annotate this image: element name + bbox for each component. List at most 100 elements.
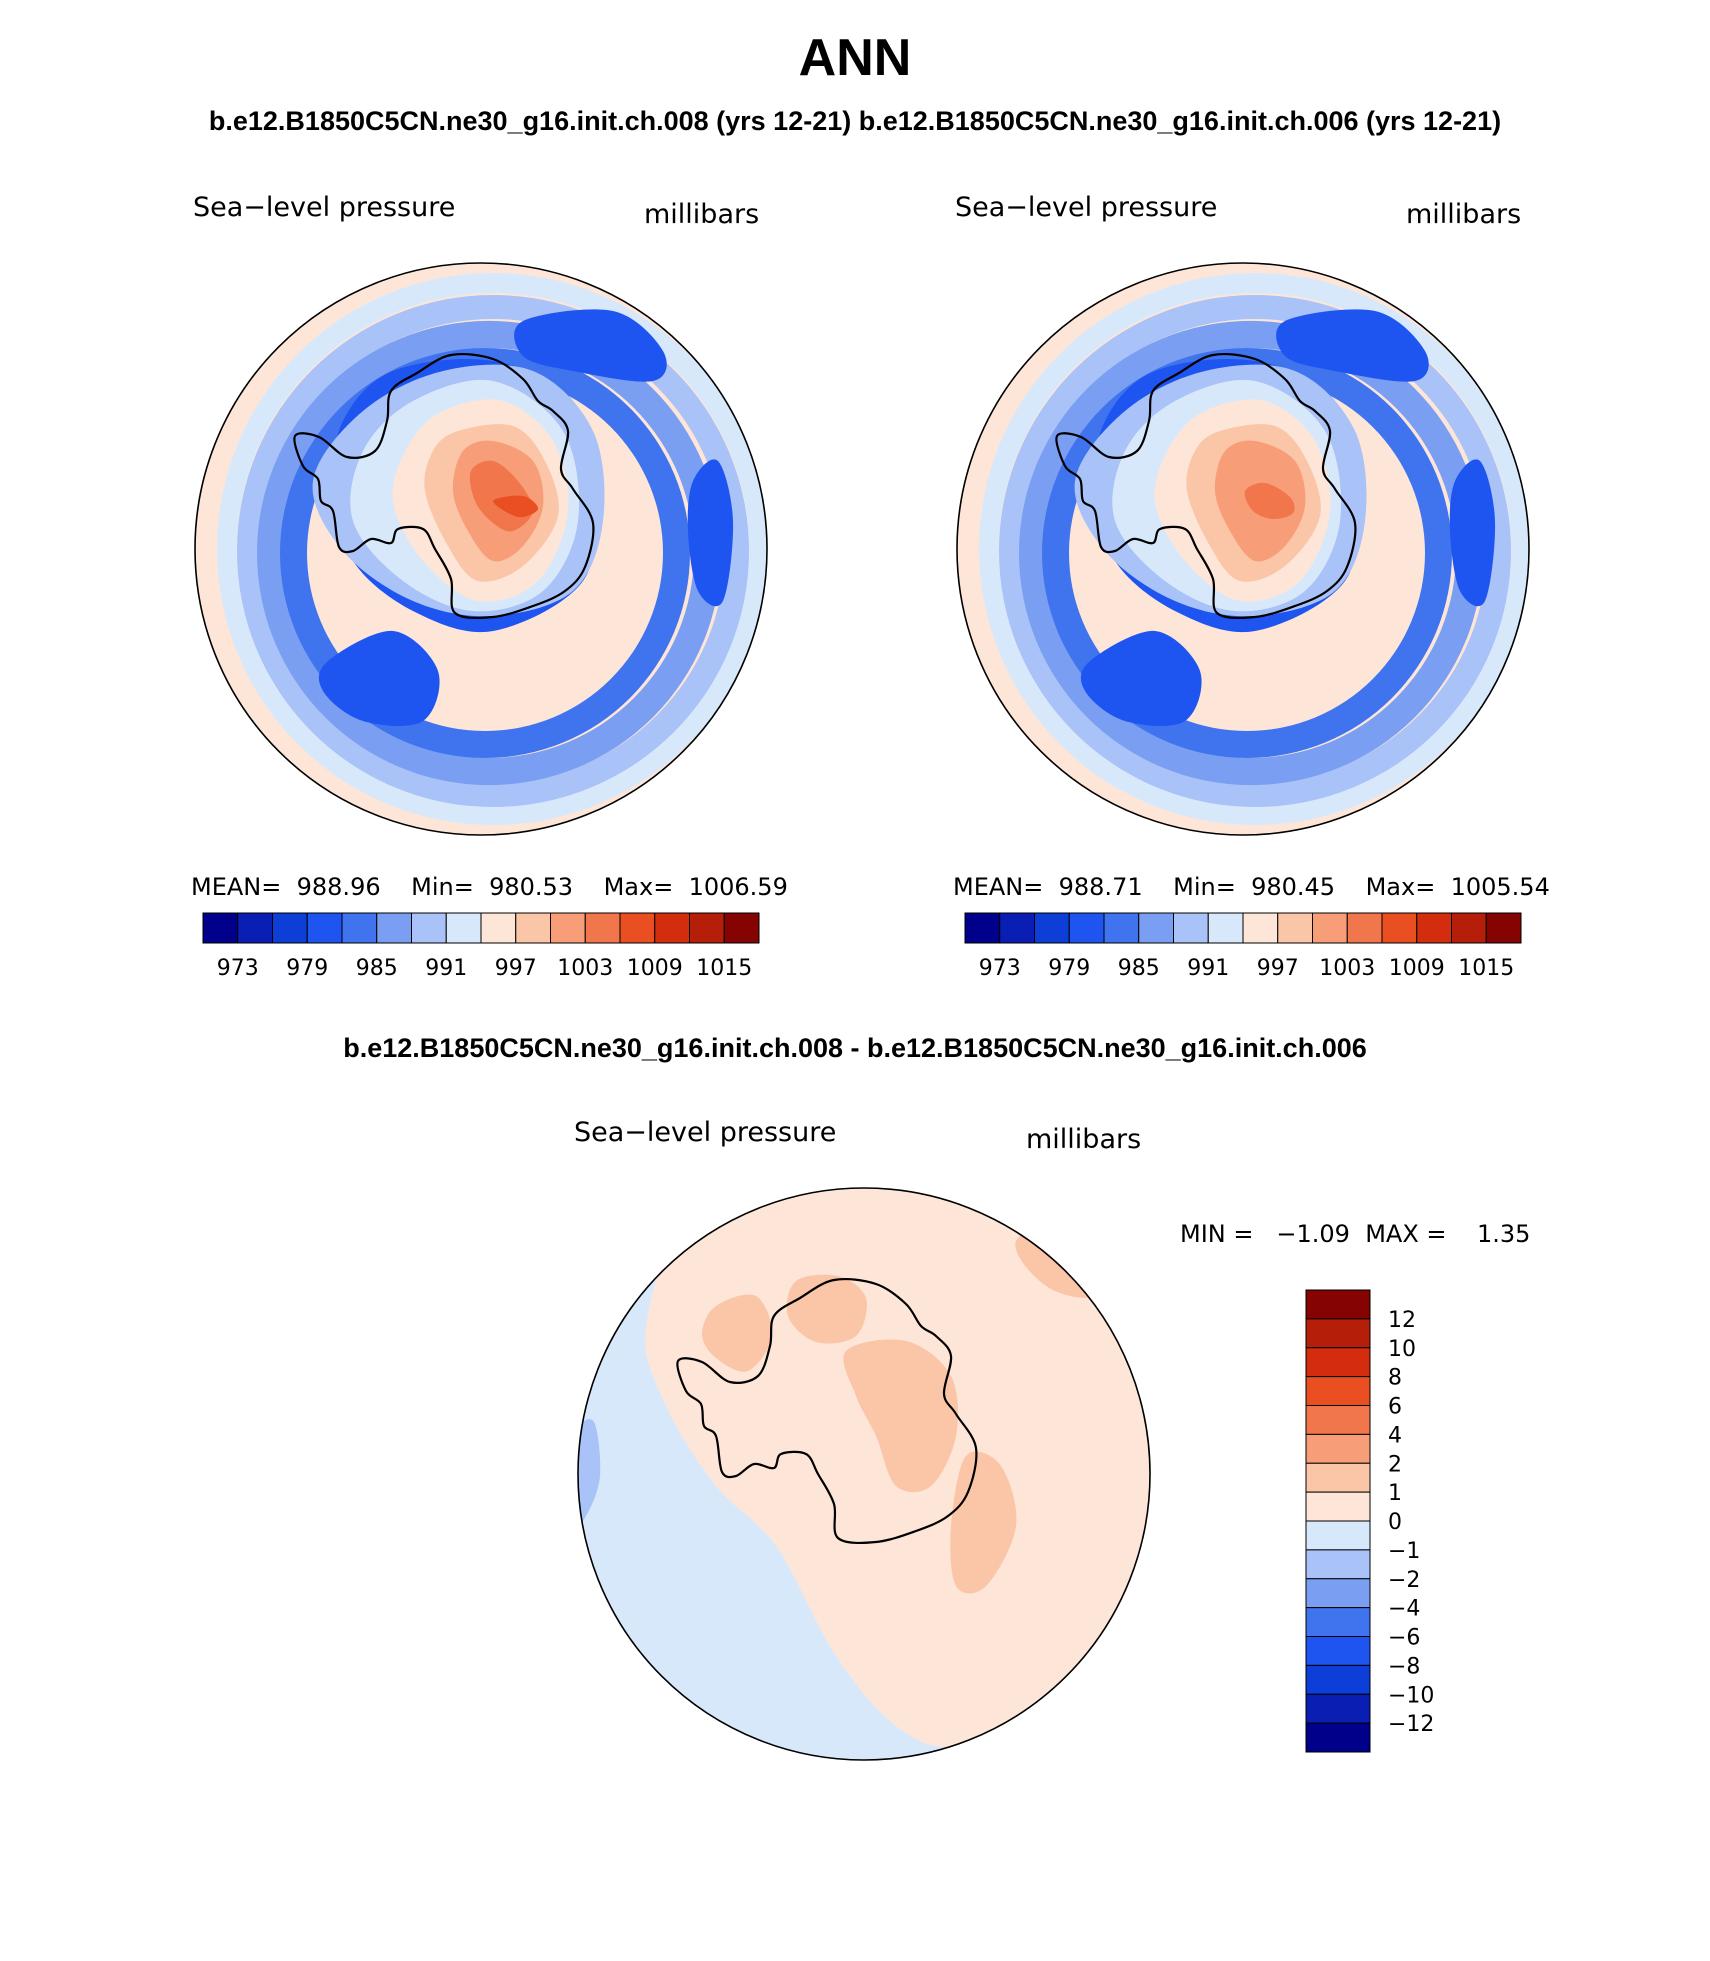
panel1-colorbar-tick-label: 1015 — [696, 956, 752, 981]
panel2-min-value: 980.45 — [1251, 873, 1335, 901]
diff-colorbar-box — [1306, 1463, 1370, 1492]
diff-colorbar-tick-label: 6 — [1388, 1395, 1402, 1420]
panel2-max-value: 1005.54 — [1451, 873, 1550, 901]
panel1-colorbar-box — [446, 913, 481, 943]
panel2-colorbar-tick-label: 979 — [1048, 956, 1090, 981]
panel2-colorbar-box — [1486, 913, 1521, 943]
panel2-colorbar-box — [1313, 913, 1348, 943]
diff-min-value: −1.09 — [1276, 1220, 1350, 1248]
diff-colorbar-tick-label: 2 — [1388, 1452, 1402, 1477]
panel1-colorbar-tick-label: 973 — [217, 956, 259, 981]
diff-colorbar-tick-label: −2 — [1388, 1568, 1420, 1593]
panel1-max-value: 1006.59 — [689, 873, 788, 901]
panel2-colorbar-tick-label: 991 — [1187, 956, 1229, 981]
diff-colorbar-tick-label: 4 — [1388, 1423, 1402, 1448]
panel2-variable-label: Sea−level pressure — [955, 192, 1217, 223]
diff-colorbar-tick-label: 10 — [1388, 1337, 1416, 1362]
panel1-colorbar-tick-label: 997 — [495, 956, 537, 981]
panel2-colorbar-box — [1382, 913, 1417, 943]
panel1-colorbar-box — [307, 913, 342, 943]
panel1-colorbar-box — [620, 913, 655, 943]
panel1-colorbar-box — [585, 913, 620, 943]
panel1-colorbar-tick-label: 1009 — [627, 956, 683, 981]
panel2-polar-map — [955, 261, 1531, 837]
panel2-mean-value: 988.71 — [1059, 873, 1143, 901]
diff-colorbar-tick-label: 0 — [1388, 1510, 1402, 1535]
diff-colorbar-box — [1306, 1579, 1370, 1608]
panel1-colorbar: 973 979 985 991 997 1003 1009 1015 — [203, 913, 759, 983]
panel1-colorbar-box — [690, 913, 725, 943]
panel2-colorbar-box — [965, 913, 1000, 943]
diff-colorbar-box — [1306, 1723, 1370, 1752]
panel1-colorbar-box — [273, 913, 308, 943]
panel2-colorbar-box — [1104, 913, 1139, 943]
diff-colorbar-box — [1306, 1290, 1370, 1319]
panel1-colorbar-box — [551, 913, 586, 943]
panel2-colorbar-box — [1069, 913, 1104, 943]
panel1-min-value: 980.53 — [489, 873, 573, 901]
diff-colorbar-tick-label: 1 — [1388, 1481, 1402, 1506]
panel2-mean-label: MEAN= — [953, 873, 1043, 901]
panel1-colorbar-tick-label: 979 — [286, 956, 328, 981]
panel1-field — [193, 261, 775, 837]
diff-colorbar-box — [1306, 1434, 1370, 1463]
difference-title: b.e12.B1850C5CN.ne30_g16.init.ch.008 - b… — [0, 1033, 1710, 1064]
panel2-colorbar-box — [1278, 913, 1313, 943]
panel2-colorbar-tick-label: 1003 — [1319, 956, 1375, 981]
panel2-units-label: millibars — [1406, 199, 1521, 230]
panel2-field — [955, 261, 1537, 837]
diff-colorbar-box — [1306, 1406, 1370, 1435]
panel2-colorbar-tick-label: 997 — [1257, 956, 1299, 981]
panel2-min-label: Min= — [1173, 873, 1236, 901]
panel2-colorbar-box — [1139, 913, 1174, 943]
diff-variable-label: Sea−level pressure — [574, 1117, 836, 1148]
panel2-colorbar-box — [1174, 913, 1209, 943]
diff-colorbar-tick-label: −6 — [1388, 1626, 1420, 1651]
panel2-colorbar-box — [1243, 913, 1278, 943]
diff-stats: MIN = −1.09 MAX = 1.35 — [1180, 1220, 1530, 1248]
panel1-colorbar-box — [724, 913, 759, 943]
panel2-colorbar: 973 979 985 991 997 1003 1009 1015 — [965, 913, 1521, 983]
panel2-colorbar-tick-label: 1009 — [1389, 956, 1445, 981]
diff-colorbar-tick-label: −4 — [1388, 1597, 1420, 1622]
diff-colorbar-box — [1306, 1348, 1370, 1377]
diff-colorbar-box — [1306, 1665, 1370, 1694]
panel2-colorbar-tick-label: 973 — [979, 956, 1021, 981]
panel2-stats: MEAN= 988.71 Min= 980.45 Max= 1005.54 — [953, 873, 1550, 901]
panel1-mean-value: 988.96 — [297, 873, 381, 901]
panel1-colorbar-box — [203, 913, 238, 943]
panel2-colorbar-box — [1000, 913, 1035, 943]
diff-colorbar-box — [1306, 1608, 1370, 1637]
case-titles: b.e12.B1850C5CN.ne30_g16.init.ch.008 (yr… — [0, 106, 1710, 137]
diff-colorbar-box — [1306, 1637, 1370, 1666]
panel1-colorbar-box — [516, 913, 551, 943]
panel1-min-label: Min= — [411, 873, 474, 901]
panel1-variable-label: Sea−level pressure — [193, 192, 455, 223]
diff-colorbar-box — [1306, 1694, 1370, 1723]
panel2-colorbar-box — [1208, 913, 1243, 943]
panel1-colorbar-box — [342, 913, 377, 943]
panel2-colorbar-box — [1035, 913, 1070, 943]
panel1-colorbar-tick-label: 991 — [425, 956, 467, 981]
page-title: ANN — [0, 28, 1710, 88]
diff-units-label: millibars — [1026, 1124, 1141, 1155]
panel2-colorbar-box — [1347, 913, 1382, 943]
panel1-colorbar-box — [655, 913, 690, 943]
panel1-polar-map — [193, 261, 769, 837]
panel1-colorbar-box — [377, 913, 412, 943]
diff-max-label: MAX = — [1365, 1220, 1446, 1248]
panel1-colorbar-tick-label: 1003 — [557, 956, 613, 981]
diff-min-label: MIN = — [1180, 1220, 1253, 1248]
diff-colorbar-box — [1306, 1550, 1370, 1579]
panel1-colorbar-box — [412, 913, 447, 943]
panel2-colorbar-tick-label: 985 — [1118, 956, 1160, 981]
panel1-colorbar-tick-label: 985 — [356, 956, 398, 981]
panel1-stats: MEAN= 988.96 Min= 980.53 Max= 1006.59 — [191, 873, 788, 901]
diff-colorbar-tick-label: −12 — [1388, 1712, 1434, 1737]
panel2-colorbar-box — [1452, 913, 1487, 943]
diff-colorbar-tick-label: 12 — [1388, 1308, 1416, 1333]
panel1-colorbar-box — [481, 913, 516, 943]
diff-colorbar-tick-label: 8 — [1388, 1366, 1402, 1391]
panel1-max-label: Max= — [604, 873, 674, 901]
